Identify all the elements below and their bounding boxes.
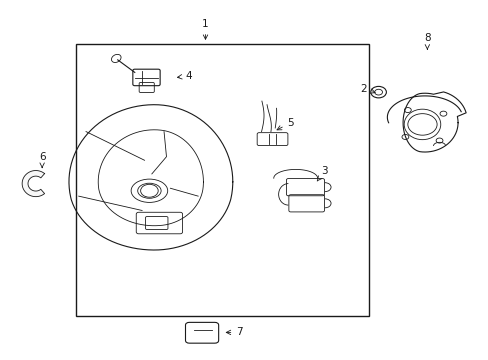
Text: 1: 1 <box>202 19 208 39</box>
Text: 6: 6 <box>39 152 45 167</box>
Text: 7: 7 <box>226 327 243 337</box>
Bar <box>76 44 368 316</box>
Polygon shape <box>22 171 44 197</box>
Text: 5: 5 <box>277 118 294 130</box>
Text: 4: 4 <box>177 71 191 81</box>
Text: 8: 8 <box>423 33 430 49</box>
Text: 2: 2 <box>360 84 374 94</box>
Text: 3: 3 <box>317 166 327 181</box>
